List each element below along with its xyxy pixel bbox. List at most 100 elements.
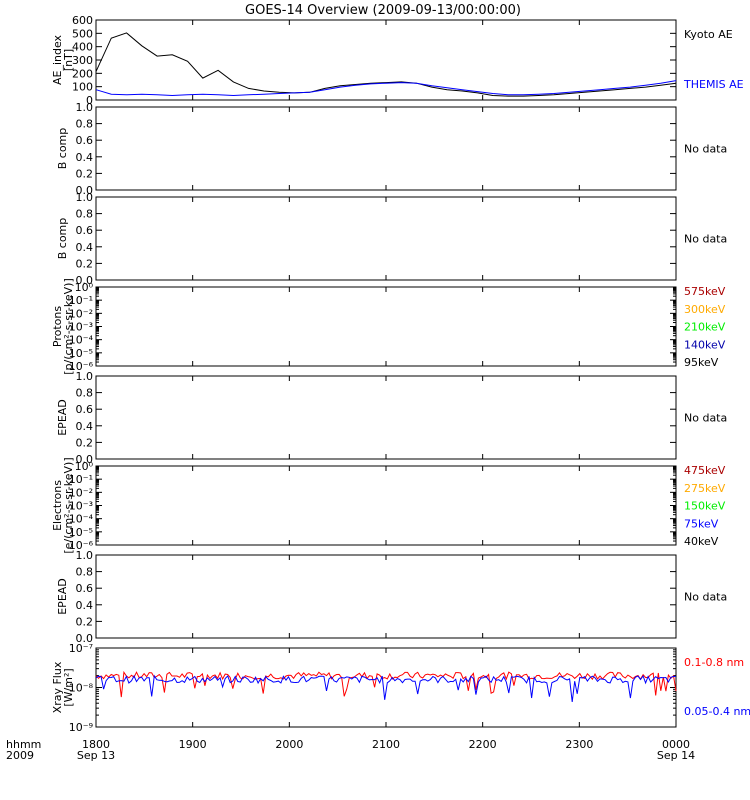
y-tick-label: 0.0 xyxy=(76,274,94,287)
panel-electrons: 10⁻⁶10⁻⁵10⁻⁴10⁻³10⁻²10⁻¹10⁰Electrons[e/(… xyxy=(51,457,726,553)
legend-entry: Kyoto AE xyxy=(684,28,733,41)
y-tick-label: 1.0 xyxy=(76,549,94,562)
y-tick-label: 10⁻³ xyxy=(69,321,93,334)
legend-entry: 210keV xyxy=(684,321,726,334)
x-tick-label: 2000 xyxy=(275,738,303,751)
y-axis-label: Protons[p/(cm²-s-sr-keV)] xyxy=(51,278,75,375)
plot-frame xyxy=(95,375,677,460)
y-tick-label: 0.2 xyxy=(76,167,94,180)
y-tick-label: 0.8 xyxy=(76,566,94,579)
series-line-xray-0 xyxy=(95,670,677,698)
y-tick-label: 10⁻² xyxy=(69,486,93,499)
y-tick-label: 10⁻⁸ xyxy=(69,682,94,695)
panel-xray: 10⁻⁹ 10⁻⁸ 10⁻⁷ Xray Flux[W/m²] 0.1-0.8 nm 0.0… xyxy=(51,642,750,734)
panel-bcomp2: 0.0 0.2 0.4 0.6 0.8 1.0 B comp No data xyxy=(56,191,727,287)
figure-title: GOES-14 Overview (2009-09-13/00:00:00) xyxy=(245,3,521,18)
legend-entry: 300keV xyxy=(684,303,726,316)
y-tick-label: 300 xyxy=(72,54,93,67)
y-axis-label: EPEAD xyxy=(56,578,69,615)
y-tick-label: 0.4 xyxy=(76,151,94,164)
y-tick-label: 1.0 xyxy=(76,370,94,383)
y-tick-label: 1.0 xyxy=(76,101,94,114)
y-tick-label: 0.0 xyxy=(76,632,94,645)
x-axis-row1-prefix: hhmm xyxy=(6,738,41,751)
legend-entry: 475keV xyxy=(684,464,726,477)
panel-bcomp1: 0.0 0.2 0.4 0.6 0.8 1.0 B comp No data xyxy=(56,101,727,197)
legend-entry: No data xyxy=(684,412,727,425)
y-tick-label: 10⁻⁵ xyxy=(69,347,93,360)
y-tick-label: 10⁻¹ xyxy=(69,473,93,486)
y-tick-label: 0.2 xyxy=(76,436,94,449)
y-axis-label: Electrons[e/(cm²-s-sr-keV)] xyxy=(51,457,75,553)
y-tick-label: 10⁻⁴ xyxy=(69,513,94,526)
legend-entry: 0.05-0.4 nm xyxy=(684,705,750,718)
y-tick-label: 10⁰ xyxy=(75,460,94,473)
y-tick-label: 0.6 xyxy=(76,403,94,416)
legend-entry: No data xyxy=(684,143,727,156)
legend-entry: 40keV xyxy=(684,535,719,548)
y-axis-label: Xray Flux[W/m²] xyxy=(51,661,75,713)
y-tick-label: 0.4 xyxy=(76,241,94,254)
legend-entry: 140keV xyxy=(684,338,726,351)
x-axis-row2-prefix: 2009 xyxy=(6,749,34,762)
plot-frame xyxy=(95,465,677,546)
panel-protons: 10⁻⁶10⁻⁵10⁻⁴10⁻³10⁻²10⁻¹10⁰Protons[p/(cm… xyxy=(51,278,726,375)
y-tick-label: 10⁻⁶ xyxy=(69,360,94,373)
x-tick-label: 0000 xyxy=(662,738,690,751)
plot-frame xyxy=(95,196,677,281)
y-axis-label: AE_index[nT] xyxy=(51,34,75,85)
series-line-kyoto-ae xyxy=(95,32,677,97)
legend-entry: No data xyxy=(684,233,727,246)
y-tick-label: 600 xyxy=(72,14,93,27)
y-tick-label: 10⁰ xyxy=(75,281,94,294)
y-tick-label: 200 xyxy=(72,67,93,80)
y-tick-label: 0.4 xyxy=(76,420,94,433)
y-tick-label: 10⁻⁶ xyxy=(69,539,94,552)
y-tick-label: 10⁻³ xyxy=(69,500,93,513)
y-axis-label: B comp xyxy=(56,128,69,170)
x-tick-label: 1800 xyxy=(82,738,110,751)
y-tick-label: 10⁻⁷ xyxy=(69,642,93,655)
legend-entry: 95keV xyxy=(684,356,719,369)
legend-entry: 575keV xyxy=(684,285,726,298)
plot-frame xyxy=(95,286,677,367)
series-line-xray-1 xyxy=(95,674,677,702)
y-tick-label: 10⁻² xyxy=(69,307,93,320)
legend-entry: 275keV xyxy=(684,482,726,495)
y-tick-label: 500 xyxy=(72,27,93,40)
y-tick-label: 10⁻⁴ xyxy=(69,334,94,347)
legend-entry: No data xyxy=(684,591,727,604)
x-tick-label: 1900 xyxy=(179,738,207,751)
y-tick-label: 10⁻⁵ xyxy=(69,526,93,539)
y-tick-label: 10⁻⁹ xyxy=(69,721,93,734)
y-tick-label: 0.6 xyxy=(76,582,94,595)
y-tick-label: 0.2 xyxy=(76,257,94,270)
legend-entry: 0.1-0.8 nm xyxy=(684,656,744,669)
plot-frame xyxy=(95,647,677,728)
x-tick-sublabel: Sep 14 xyxy=(657,749,695,762)
y-tick-label: 10⁻¹ xyxy=(69,294,93,307)
y-tick-label: 0.2 xyxy=(76,615,94,628)
legend-entry: 75keV xyxy=(684,517,719,530)
y-tick-label: 0.6 xyxy=(76,134,94,147)
legend-entry: THEMIS AE xyxy=(683,78,744,91)
plot-frame xyxy=(95,554,677,639)
y-axis-label: B comp xyxy=(56,218,69,260)
panel-epead2: 0.0 0.2 0.4 0.6 0.8 1.0 EPEAD No data xyxy=(56,549,727,645)
y-tick-label: 0.4 xyxy=(76,599,94,612)
y-axis-label: EPEAD xyxy=(56,399,69,436)
y-tick-label: 0.8 xyxy=(76,387,94,400)
x-tick-label: 2200 xyxy=(469,738,497,751)
plot-frame xyxy=(95,19,677,101)
legend-entry: 150keV xyxy=(684,500,726,513)
plot-frame xyxy=(95,106,677,191)
y-tick-label: 400 xyxy=(72,41,93,54)
y-tick-label: 0 xyxy=(86,94,93,107)
x-tick-label: 2300 xyxy=(565,738,593,751)
panel-epead1: 0.0 0.2 0.4 0.6 0.8 1.0 EPEAD No data xyxy=(56,370,727,466)
y-tick-label: 0.0 xyxy=(76,453,94,466)
